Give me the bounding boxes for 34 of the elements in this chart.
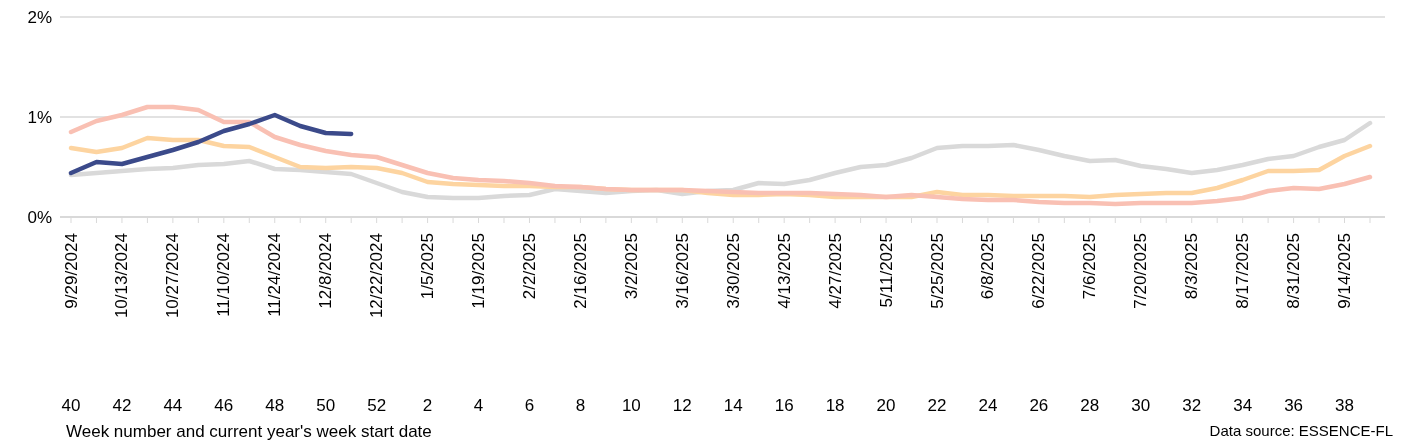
category-label: 12/8/2024 50	[316, 233, 336, 415]
category-label: 5/25/2025 22	[927, 233, 947, 415]
category-label: 11/10/2024 46	[214, 233, 234, 415]
text: Week number and current year's week start date	[66, 422, 432, 442]
category-label: 10/13/2024 42	[112, 233, 132, 415]
category-label: 10/27/2024 44	[163, 233, 183, 415]
line-series	[68, 112, 354, 176]
category-label: 4/27/2025 18	[825, 233, 845, 415]
y-tick-label: 2%	[27, 8, 52, 28]
category-label: 3/30/2025 14	[723, 233, 743, 415]
y-tick-label: 1%	[27, 108, 52, 128]
category-label: 12/22/2024 52	[367, 233, 387, 415]
category-label: 7/6/2025 28	[1080, 233, 1100, 415]
category-label: 3/16/2025 12	[672, 233, 692, 415]
category-label: 9/29/2024 40	[61, 233, 81, 415]
category-label: 5/11/2025 20	[876, 233, 896, 415]
category-label: 3/2/2025 10	[621, 233, 641, 415]
category-label: 8/31/2025 36	[1284, 233, 1304, 415]
line-series	[68, 120, 1373, 201]
category-label: 9/14/2025 38	[1335, 233, 1355, 415]
y-tick-label: 0%	[27, 208, 52, 228]
category-label: 2/16/2025 8	[570, 233, 590, 415]
category-label: 8/3/2025 32	[1182, 233, 1202, 415]
source-note: Data source: ESSENCE-FL	[1209, 422, 1393, 441]
category-label: 1/19/2025 4	[469, 233, 489, 415]
category-label: 11/24/2024 48	[265, 233, 285, 415]
category-label: 4/13/2025 16	[774, 233, 794, 415]
category-label: 2/2/2025 6	[519, 233, 539, 415]
category-label: 8/17/2025 34	[1233, 233, 1253, 415]
category-label: 7/20/2025 30	[1131, 233, 1151, 415]
category-label: 6/8/2025 24	[978, 233, 998, 415]
line-series	[68, 104, 1373, 207]
category-label: 1/5/2025 2	[418, 233, 438, 415]
category-label: 6/22/2025 26	[1029, 233, 1049, 415]
